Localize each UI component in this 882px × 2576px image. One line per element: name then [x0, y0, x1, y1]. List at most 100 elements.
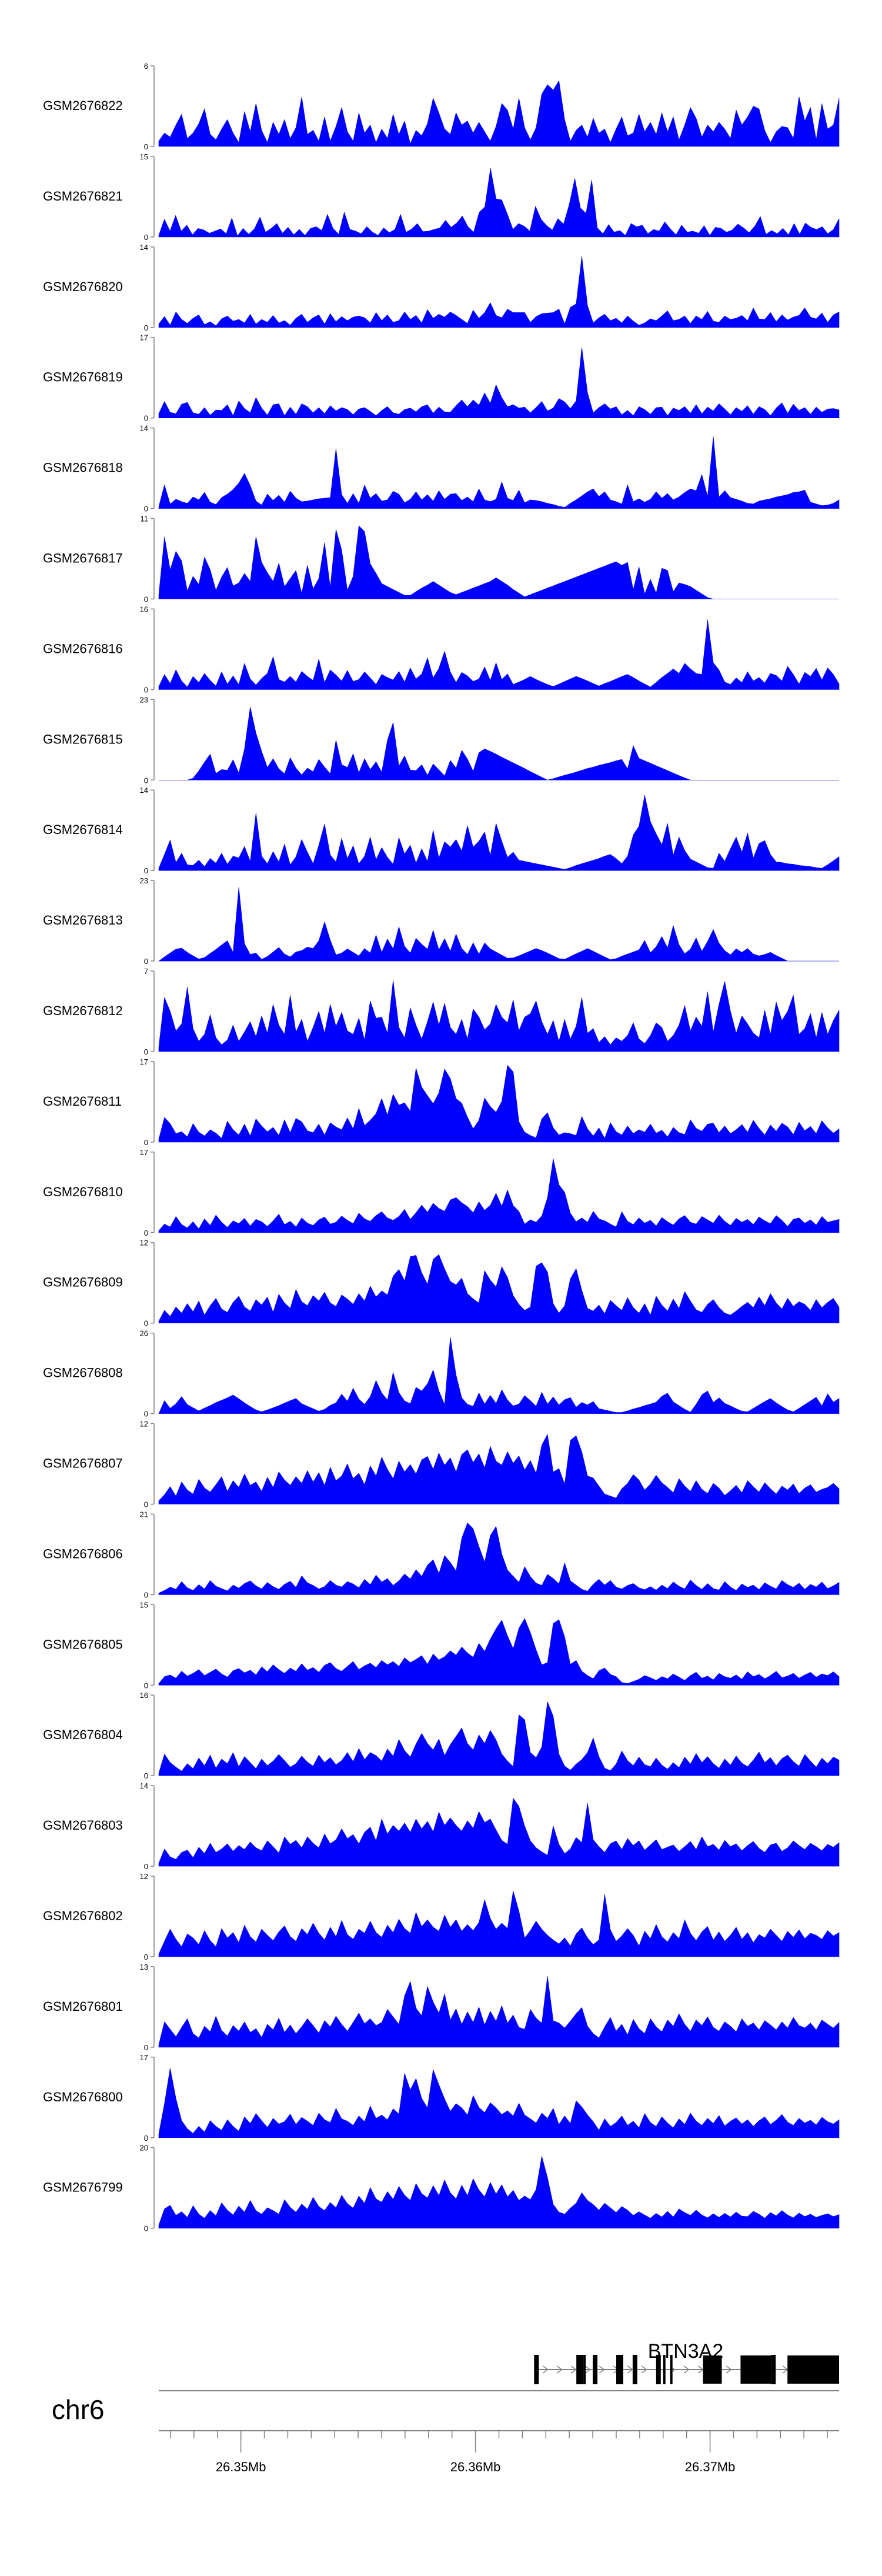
track-label: GSM2676818 — [43, 461, 123, 475]
track-label: GSM2676814 — [43, 822, 123, 837]
track-label: GSM2676810 — [43, 1184, 123, 1199]
coverage-track: GSM2676814 14 0 — [43, 786, 840, 875]
exon-block — [656, 2355, 661, 2384]
track-label: GSM2676802 — [43, 1908, 123, 1923]
coverage-area — [158, 1433, 840, 1504]
coverage-track: GSM2676808 26 0 — [43, 1329, 840, 1419]
strand-arrow — [556, 2365, 563, 2374]
y-zero-label: 0 — [144, 595, 148, 604]
exon-block — [576, 2355, 584, 2384]
coverage-area — [158, 2068, 840, 2138]
track-label: GSM2676803 — [43, 1818, 123, 1833]
track-label: GSM2676811 — [43, 1094, 122, 1109]
y-max-label: 13 — [140, 1963, 148, 1971]
y-zero-label: 0 — [144, 776, 148, 785]
coverage-area — [158, 525, 839, 599]
track-label: GSM2676815 — [43, 732, 123, 746]
strand-arrow — [570, 2365, 577, 2374]
exon-block — [771, 2355, 776, 2384]
coverage-track: GSM2676811 17 0 — [43, 1057, 840, 1147]
exon-block — [616, 2355, 623, 2384]
coverage-track: GSM2676820 14 0 — [43, 243, 840, 332]
exon-block — [703, 2355, 722, 2384]
y-max-label: 14 — [140, 786, 148, 795]
exon-block — [670, 2355, 673, 2384]
coverage-area — [158, 436, 840, 509]
y-zero-label: 0 — [144, 957, 148, 966]
y-max-label: 12 — [140, 1872, 148, 1881]
track-label: GSM2676821 — [43, 189, 123, 203]
track-label: GSM2676799 — [43, 2180, 123, 2195]
y-zero-label: 0 — [144, 2134, 148, 2143]
track-label: GSM2676809 — [43, 1275, 123, 1290]
axis-tick-label: 26.35Mb — [216, 2460, 266, 2474]
coverage-area — [158, 347, 840, 418]
coverage-track: GSM2676821 15 0 — [43, 152, 840, 242]
y-max-label: 7 — [144, 967, 148, 976]
y-max-label: 6 — [144, 62, 148, 71]
strand-arrow — [584, 2365, 591, 2374]
y-zero-label: 0 — [144, 1319, 148, 1328]
y-zero-label: 0 — [144, 2224, 148, 2233]
y-zero-label: 0 — [144, 685, 148, 694]
coverage-area — [158, 619, 840, 690]
y-zero-label: 0 — [144, 1138, 148, 1147]
strand-arrow — [726, 2365, 732, 2374]
coverage-area — [158, 1159, 840, 1233]
coverage-area — [158, 1254, 840, 1323]
coverage-tracks: GSM267682260GSM2676821150GSM2676820140GS… — [43, 62, 840, 2233]
track-label: GSM2676806 — [43, 1546, 123, 1561]
coverage-area — [158, 980, 840, 1052]
y-zero-label: 0 — [144, 866, 148, 875]
coverage-track: GSM2676810 17 0 — [43, 1148, 840, 1237]
coverage-track: GSM2676815 23 0 — [43, 695, 839, 785]
y-zero-label: 0 — [144, 1862, 148, 1871]
y-max-label: 26 — [140, 1329, 148, 1338]
coverage-track: GSM2676805 15 0 — [43, 1600, 840, 1690]
coverage-track: GSM2676813 23 0 — [43, 876, 839, 966]
y-zero-label: 0 — [144, 2043, 148, 2052]
y-max-label: 12 — [140, 1420, 148, 1429]
y-max-label: 16 — [140, 605, 148, 613]
coverage-area — [158, 1797, 840, 1867]
y-max-label: 12 — [140, 1239, 148, 1247]
y-zero-label: 0 — [144, 1229, 148, 1237]
y-zero-label: 0 — [144, 1410, 148, 1419]
coverage-track: GSM2676812 7 0 — [43, 967, 840, 1056]
coverage-track: GSM2676816 16 0 — [43, 605, 840, 694]
y-max-label: 17 — [140, 1148, 148, 1157]
y-zero-label: 0 — [144, 414, 148, 423]
strand-arrow — [641, 2365, 647, 2374]
exon-block — [632, 2355, 637, 2384]
coverage-area — [158, 1891, 840, 1957]
track-label: GSM2676800 — [43, 2090, 123, 2104]
axis-ticks: 26.35Mb 26.36Mb 26.37Mb — [170, 2431, 828, 2474]
chromosome-label: chr6 — [52, 2394, 104, 2425]
y-max-label: 14 — [140, 424, 148, 433]
coverage-track: GSM2676819 17 0 — [43, 333, 840, 423]
track-label: GSM2676813 — [43, 913, 123, 927]
exon-block — [593, 2355, 598, 2384]
y-max-label: 23 — [140, 695, 148, 704]
coverage-track: GSM2676799 20 0 — [43, 2144, 840, 2233]
track-label: GSM2676812 — [43, 1003, 123, 1018]
gene-model — [534, 2355, 839, 2384]
strand-arrow — [542, 2365, 549, 2374]
y-max-label: 20 — [140, 2144, 148, 2153]
strand-arrow — [697, 2365, 704, 2374]
coverage-track: GSM2676804 16 0 — [43, 1691, 840, 1780]
track-label: GSM2676808 — [43, 1366, 123, 1380]
coverage-track: GSM2676801 13 0 — [43, 1963, 840, 2052]
coverage-track: GSM2676800 17 0 — [43, 2053, 840, 2143]
y-max-label: 15 — [140, 152, 148, 161]
y-max-label: 17 — [140, 333, 148, 342]
y-zero-label: 0 — [144, 142, 148, 151]
coverage-area — [159, 706, 839, 780]
coverage-area — [158, 2156, 840, 2228]
y-zero-label: 0 — [144, 233, 148, 242]
y-max-label: 14 — [140, 243, 148, 252]
y-zero-label: 0 — [144, 1681, 148, 1690]
y-max-label: 23 — [140, 876, 148, 885]
coverage-area — [158, 887, 839, 962]
coverage-area — [158, 1065, 840, 1143]
